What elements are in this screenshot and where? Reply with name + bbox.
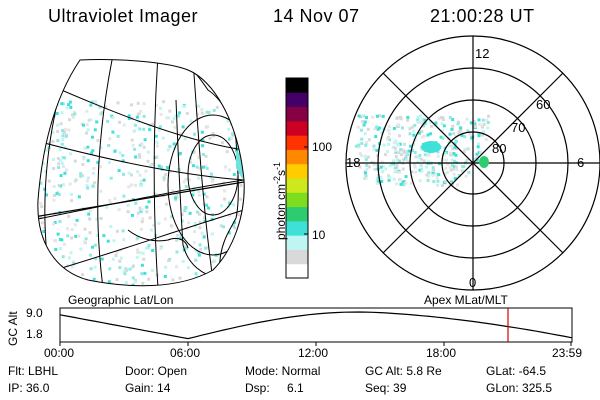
time-label: 21:00:28 UT	[430, 6, 535, 26]
date-label: 14 Nov 07	[273, 6, 360, 26]
filter-info: Flt: LBHL	[8, 364, 59, 378]
mlat-80-label: 80	[492, 141, 507, 156]
timeline-ytick-top: 9.0	[26, 306, 43, 320]
timeline-xtick-2359: 23:59	[552, 346, 583, 360]
mlt-12-label: 12	[475, 46, 490, 61]
mlat-60-label: 60	[536, 97, 551, 112]
instrument-title: Ultraviolet Imager	[48, 6, 199, 26]
colorbar-unit-label: photon cm-2s-1	[272, 161, 288, 240]
polar-map-label: Apex MLat/MLT	[424, 293, 508, 307]
colorbar-tick-10: 10	[312, 228, 326, 242]
timeline-xtick-0600: 06:00	[170, 346, 201, 360]
gain-info: Gain: 14	[125, 381, 171, 395]
geographic-map	[37, 58, 245, 287]
mlt-6-label: 6	[577, 155, 585, 170]
glon-info: GLon: 325.5	[486, 381, 553, 395]
altitude-timeline	[59, 307, 573, 346]
glat-info: GLat: -64.5	[486, 364, 547, 378]
dsp-info: Dsp: 6.1	[245, 381, 304, 395]
color-bar	[285, 77, 309, 279]
timeline-xtick-1200: 12:00	[298, 346, 329, 360]
timeline-axis-label: GC Alt	[6, 311, 20, 346]
dsp-value: 6.1	[287, 381, 304, 395]
geographic-map-label: Geographic Lat/Lon	[68, 293, 174, 307]
mlat-70-label: 70	[511, 120, 526, 135]
timeline-xtick-0000: 00:00	[44, 346, 75, 360]
door-info: Door: Open	[125, 364, 188, 378]
mlt-0-label: 0	[469, 275, 477, 290]
gc-altitude-info: GC Alt: 5.8 Re	[365, 364, 442, 378]
sequence-info: Seq: 39	[365, 381, 407, 395]
altitude-curve	[59, 311, 573, 340]
colorbar-tick-100: 100	[312, 140, 333, 154]
polar-aurora	[354, 114, 490, 187]
dsp-label: Dsp:	[245, 381, 270, 395]
mode-info: Mode: Normal	[245, 364, 321, 378]
timeline-xtick-1800: 18:00	[426, 346, 457, 360]
ip-info: IP: 36.0	[8, 381, 50, 395]
polar-map	[345, 35, 600, 291]
timeline-ytick-bottom: 1.8	[26, 327, 43, 341]
mlt-18-label: 18	[346, 155, 361, 170]
